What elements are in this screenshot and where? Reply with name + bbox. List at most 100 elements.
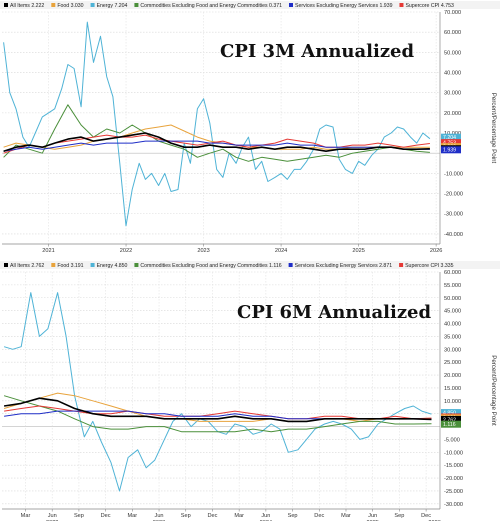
legend-label: Commodities Excluding Food and Energy Co… — [140, 263, 281, 269]
y-tick-label: 10.000 — [444, 399, 461, 405]
y-tick-label: 55.000 — [444, 283, 461, 289]
x-tick-label: Jun — [368, 513, 377, 519]
x-tick-label: Jun — [261, 513, 270, 519]
series-line — [3, 132, 430, 152]
end-value-tag — [441, 420, 461, 428]
x-tick-label: Jun — [155, 513, 164, 519]
chart-panel-1: 70.00060.00050.00040.00030.00020.00010.0… — [0, 0, 500, 258]
y-tick-label: 60.000 — [444, 30, 461, 36]
x-tick-label: 2021 — [42, 248, 54, 254]
y-tick-label: 70.000 — [444, 10, 461, 16]
x-tick-label: Sep — [288, 513, 298, 519]
legend-swatch — [399, 263, 404, 267]
end-value-tag — [441, 409, 461, 417]
legend-swatch — [90, 263, 95, 267]
legend-swatch — [134, 3, 139, 7]
panel-background — [0, 0, 500, 258]
chart-title: CPI 3M Annualized — [220, 41, 415, 62]
end-value-tag — [441, 146, 461, 154]
series-line — [3, 104, 430, 162]
legend-label: Food 3.030 — [57, 3, 83, 9]
legend-label: All Items 2.762 — [10, 263, 44, 269]
x-tick-label: 2024 — [275, 248, 287, 254]
y-tick-label: 40.000 — [444, 71, 461, 77]
x-tick-label: Mar — [21, 513, 31, 519]
series-line — [3, 140, 430, 152]
x-tick-label: Dec — [421, 513, 431, 519]
legend-swatch — [288, 263, 293, 267]
legend-label: Commodities Excluding Food and Energy Co… — [140, 3, 282, 9]
y-tick-label: -5.000 — [444, 437, 460, 443]
y-axis-label: Percent/Percentage Point — [490, 355, 497, 426]
x-tick-label: Dec — [207, 513, 217, 519]
x-tick-label: Mar — [234, 513, 244, 519]
legend-label: All Items 2.222 — [10, 3, 44, 9]
legend-bar — [0, 261, 500, 269]
x-tick-label: Mar — [341, 513, 351, 519]
x-tick-label: Sep — [394, 513, 404, 519]
legend-swatch — [4, 263, 8, 267]
y-tick-label: 40.000 — [444, 322, 461, 328]
legend-label: Supercore CPI 3.335 — [405, 263, 454, 269]
y-tick-label: -20.000 — [444, 476, 463, 482]
y-tick-label: -15.000 — [444, 463, 463, 469]
y-tick-label: 30.000 — [444, 91, 461, 97]
end-value-tag — [441, 415, 461, 423]
legend-label: Food 3.191 — [57, 263, 83, 269]
x-tick-label: 2025 — [352, 248, 364, 254]
x-tick-label: Dec — [101, 513, 111, 519]
chart-title: CPI 6M Annualized — [237, 302, 432, 323]
y-tick-label: -30.000 — [444, 502, 463, 508]
y-tick-label: -30.000 — [444, 212, 463, 218]
y-tick-label: 30.000 — [444, 347, 461, 353]
end-value-tag — [441, 139, 461, 147]
y-tick-label: 50.000 — [444, 296, 461, 302]
y-tick-label: 20.000 — [444, 111, 461, 117]
end-value-label: 1.939 — [443, 148, 456, 154]
x-tick-label: 2023 — [197, 248, 209, 254]
legend-swatch — [289, 3, 293, 7]
series-line — [3, 397, 432, 423]
legend-swatch — [51, 263, 56, 267]
legend-swatch — [134, 263, 139, 267]
legend-label: Services Excluding Energy Services 1.939 — [295, 3, 393, 9]
legend-swatch — [51, 3, 56, 7]
y-tick-label: 50.000 — [444, 50, 461, 56]
y-tick-label: 45.000 — [444, 309, 461, 315]
legend-label: Energy 4.850 — [97, 263, 128, 269]
y-tick-label: 15.000 — [444, 386, 461, 392]
end-value-label: 7.204 — [443, 135, 456, 141]
end-value-tag — [441, 133, 461, 141]
end-value-label: 2.762 — [443, 417, 456, 423]
x-tick-label: Mar — [128, 513, 138, 519]
x-tick-label: Dec — [314, 513, 324, 519]
legend-label: Services Excluding Energy Services 2.871 — [295, 263, 393, 269]
y-tick-label: 20.000 — [444, 373, 461, 379]
y-tick-label: -20.000 — [444, 192, 463, 198]
y-tick-label: -25.000 — [444, 489, 463, 495]
series-line — [3, 134, 430, 154]
y-tick-label: 60.000 — [444, 270, 461, 276]
x-tick-label: 2026 — [430, 248, 442, 254]
y-tick-label: 25.000 — [444, 360, 461, 366]
series-line — [3, 21, 431, 227]
series-line — [3, 395, 432, 433]
x-tick-label: Sep — [181, 513, 191, 519]
chart-panel-2: 60.000 55.000 50.000 45.000 40.000 35.000 30.0… — [0, 259, 500, 521]
y-tick-label: -10.000 — [444, 171, 463, 177]
legend-label: Energy 7.204 — [97, 3, 128, 9]
end-value-label: 1.116 — [443, 422, 456, 428]
y-axis-label: Percent/Percentage Point — [490, 93, 497, 164]
legend-swatch — [399, 3, 404, 7]
panel-background — [0, 259, 500, 521]
x-tick-label: Sep — [74, 513, 84, 519]
y-tick-label: -10.000 — [444, 450, 463, 456]
legend-label: Supercore CPI 4.753 — [405, 3, 454, 9]
legend-swatch — [4, 3, 8, 7]
legend-bar — [0, 1, 500, 9]
legend-swatch — [90, 3, 95, 7]
end-value-label: 4.850 — [443, 410, 456, 416]
y-tick-label: -40.000 — [444, 232, 463, 238]
